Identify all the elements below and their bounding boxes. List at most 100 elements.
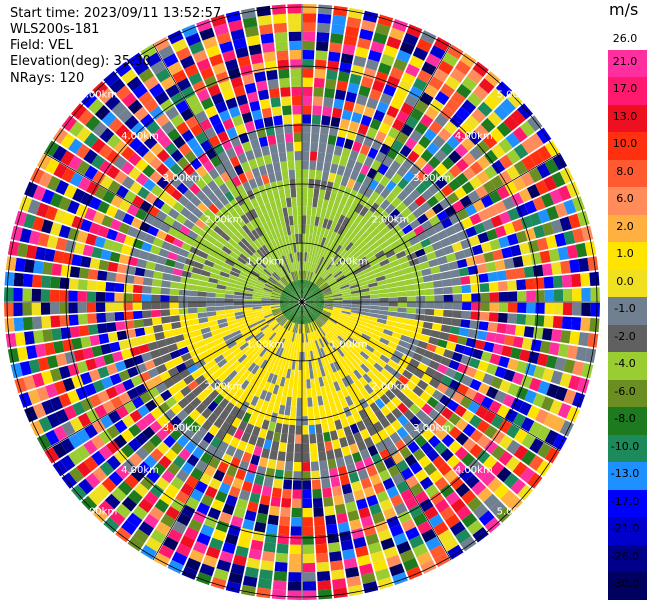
range-gate	[533, 224, 546, 239]
range-gate	[243, 304, 253, 308]
range-gate	[400, 207, 412, 219]
range-gate	[204, 126, 217, 140]
range-gate	[376, 279, 387, 286]
range-gate	[486, 363, 498, 376]
range-gate	[324, 302, 334, 304]
range-gate	[307, 243, 312, 253]
range-gate	[259, 494, 271, 506]
range-gate	[488, 282, 499, 292]
range-gate	[505, 269, 517, 280]
range-gate	[170, 149, 184, 163]
range-gate	[335, 337, 344, 346]
range-gate	[372, 245, 383, 255]
range-gate	[287, 273, 293, 282]
range-gate	[311, 310, 319, 318]
range-gate	[414, 397, 427, 409]
range-gate	[333, 361, 341, 371]
range-gate	[397, 291, 407, 297]
range-gate	[122, 213, 135, 226]
range-gate	[209, 272, 220, 280]
range-gate	[100, 343, 112, 355]
range-gate	[306, 379, 311, 389]
range-gate	[181, 461, 195, 475]
range-gate	[314, 304, 324, 308]
range-gate	[490, 376, 503, 389]
range-gate	[215, 293, 225, 298]
range-gate	[469, 414, 483, 428]
colorbar-swatch	[608, 462, 647, 491]
range-gate	[235, 46, 249, 59]
range-gate	[360, 164, 371, 176]
range-gate	[478, 321, 489, 331]
range-gate	[302, 443, 310, 453]
range-gate	[248, 414, 258, 426]
colorbar-tick-label: 8.0	[616, 164, 634, 178]
range-gate	[272, 335, 280, 344]
range-gate	[302, 178, 309, 188]
range-gate	[263, 381, 271, 392]
range-gate	[134, 267, 146, 277]
range-gate	[190, 123, 203, 137]
range-gate	[366, 126, 378, 139]
range-gate	[22, 288, 32, 302]
range-gate	[181, 270, 192, 278]
range-gate	[233, 85, 246, 97]
range-gate	[160, 76, 176, 91]
range-gate	[192, 541, 208, 555]
range-gate	[386, 36, 402, 50]
range-gate	[302, 388, 307, 398]
range-gate	[271, 4, 286, 15]
range-gate	[332, 291, 342, 296]
range-gate	[298, 370, 302, 380]
range-gate	[331, 254, 340, 264]
range-gate	[133, 528, 149, 544]
range-gate	[563, 359, 576, 374]
range-gate	[441, 375, 453, 387]
range-gate	[215, 490, 228, 503]
range-gate	[297, 215, 302, 225]
range-gate	[337, 184, 346, 196]
range-gate	[295, 261, 299, 271]
range-gate	[176, 469, 190, 483]
range-gate	[429, 469, 443, 484]
range-gate	[212, 529, 227, 542]
range-gate	[448, 150, 462, 164]
range-gate	[480, 396, 494, 410]
range-gate	[408, 258, 420, 267]
range-gate	[81, 495, 98, 513]
range-gate	[244, 566, 259, 578]
colorbar-tick-label: 10.0	[612, 137, 638, 151]
range-gate	[370, 294, 380, 299]
range-gate	[319, 315, 328, 322]
range-gate	[477, 382, 490, 395]
range-gate	[251, 253, 261, 263]
range-gate	[388, 302, 398, 307]
range-gate	[332, 578, 347, 590]
range-gate	[544, 289, 555, 302]
range-gate	[167, 226, 179, 238]
range-gate	[69, 172, 84, 187]
range-gate	[452, 391, 465, 404]
range-gate	[320, 283, 329, 290]
range-gate	[220, 171, 231, 183]
range-gate	[379, 240, 390, 250]
range-gate	[364, 405, 374, 417]
range-gate	[302, 498, 313, 509]
range-gate	[345, 501, 358, 513]
range-gate	[206, 311, 217, 317]
range-gate	[214, 258, 225, 267]
range-gate	[394, 88, 408, 102]
range-gate	[347, 362, 357, 372]
range-gate	[213, 122, 226, 135]
range-gate	[264, 340, 273, 350]
range-gate	[272, 345, 280, 355]
range-gate	[229, 436, 241, 449]
range-gate	[282, 368, 288, 378]
range-gate	[129, 181, 143, 195]
range-gate	[118, 199, 132, 212]
range-gate	[355, 342, 365, 351]
range-gate	[458, 267, 470, 277]
range-gate	[220, 421, 231, 433]
range-gate	[472, 61, 489, 77]
range-gate	[391, 331, 402, 340]
